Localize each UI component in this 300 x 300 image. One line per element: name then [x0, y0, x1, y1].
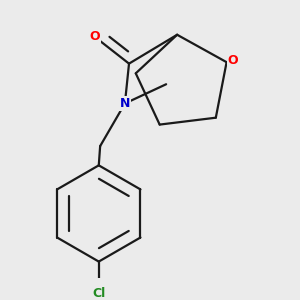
- Text: N: N: [120, 97, 130, 110]
- Text: Cl: Cl: [92, 287, 105, 300]
- Text: O: O: [227, 54, 238, 67]
- Text: O: O: [89, 30, 100, 43]
